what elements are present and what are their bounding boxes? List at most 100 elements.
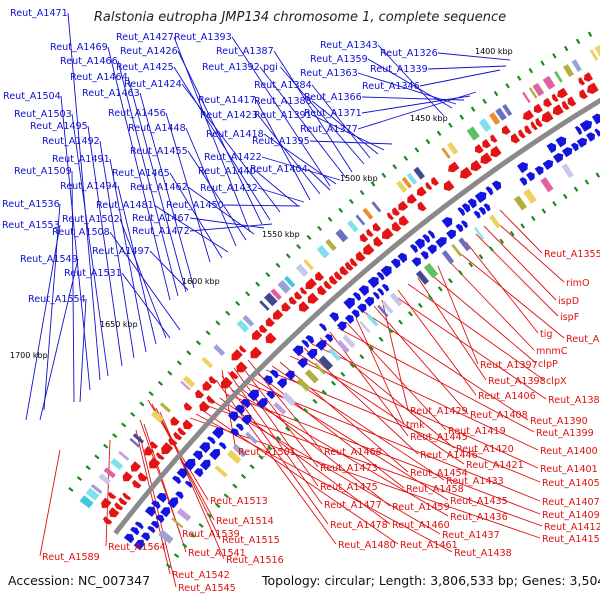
forward-gene-arrow (240, 398, 251, 409)
tick-mark (359, 190, 365, 196)
forward-gene-arrow (176, 468, 188, 479)
tick-mark (139, 401, 145, 407)
tick-mark (215, 503, 221, 509)
tick-mark (417, 302, 423, 309)
reverse-gene-arrow (431, 176, 439, 186)
tick-mark (267, 445, 273, 451)
forward-leader-line (437, 52, 511, 61)
reverse-gene-label: Reut_A1409 (542, 510, 600, 521)
reverse-gene-arrow (557, 87, 568, 99)
tick-mark (173, 553, 180, 559)
forward-gene-label: Reut_A1391 (254, 110, 312, 121)
reverse-leader-line (105, 439, 111, 547)
reverse-gene-label: clpP (538, 359, 558, 370)
annotation-block (423, 263, 439, 279)
forward-gene-arrow (184, 480, 193, 488)
reverse-gene-arrow (315, 271, 325, 281)
reverse-leader-line (437, 265, 479, 365)
annotation-block (270, 288, 282, 301)
reverse-gene-arrow (323, 280, 332, 290)
tick-mark (303, 407, 309, 414)
annotation-block (478, 118, 492, 133)
reverse-gene-label: Reut_A1564 (108, 542, 166, 553)
reverse-leader-line (319, 337, 455, 449)
forward-gene-arrow (234, 404, 245, 415)
forward-gene-arrow (227, 411, 239, 422)
annotation-block (159, 402, 171, 413)
reverse-gene-label: Reut_A1501 (238, 447, 296, 458)
reverse-gene-label: Reut_A1398 (488, 376, 546, 387)
annotation-block (377, 304, 389, 318)
forward-gene-arrow (546, 142, 556, 154)
reverse-gene-arrow (130, 461, 141, 472)
reverse-gene-label: Reut_A1454 (410, 468, 468, 479)
annotation-block (171, 517, 184, 529)
annotation-block (296, 377, 311, 392)
reverse-gene-arrow (344, 261, 354, 271)
tick-mark (436, 130, 442, 137)
forward-gene-arrow (183, 458, 196, 471)
forward-gene-label: Reut_A1388 (254, 96, 312, 107)
reverse-gene-arrow (317, 285, 327, 296)
annotation-block (342, 334, 356, 349)
reverse-gene-label: Reut_A1473 (320, 463, 378, 474)
forward-gene-arrow (269, 369, 279, 379)
forward-gene-label: Reut_A1491 (52, 154, 110, 165)
reverse-gene-arrow (144, 446, 154, 456)
forward-gene-arrow (455, 223, 464, 233)
tick-mark (296, 244, 302, 250)
forward-leader-line (60, 95, 91, 391)
forward-gene-arrow (594, 128, 600, 137)
tick-mark (348, 198, 354, 205)
forward-gene-arrow (381, 283, 390, 292)
forward-leader-line (71, 170, 75, 403)
forward-gene-arrow (397, 252, 408, 263)
tick-mark (392, 164, 398, 170)
forward-gene-label: Reut_A1339 (370, 64, 428, 75)
forward-gene-label: Reut_A1465 (112, 168, 170, 179)
reverse-gene-label: Reut_A1438 (454, 548, 512, 559)
forward-leader-line (357, 72, 457, 105)
reverse-gene-label: Reut_A1374 (566, 334, 600, 345)
annotation-block (214, 465, 228, 478)
tick-mark (437, 286, 443, 292)
reverse-gene-label: rimO (566, 278, 590, 289)
tick-mark (584, 179, 590, 185)
forward-gene-label: Reut_A1467 (132, 213, 190, 224)
forward-gene-arrow (485, 186, 494, 196)
forward-leader-line (181, 83, 281, 213)
tick-mark (552, 53, 557, 59)
annotation-block (513, 195, 527, 211)
annotation-block (540, 177, 554, 193)
forward-leader-line (357, 91, 477, 130)
annotation-block (441, 250, 455, 265)
annotation-block (277, 280, 291, 294)
forward-gene-arrow (517, 162, 528, 174)
forward-leader-line (107, 46, 171, 301)
tick-mark (338, 207, 344, 213)
forward-gene-arrow (193, 468, 204, 478)
reverse-gene-label: Reut_A1435 (450, 496, 508, 507)
tick-mark (505, 83, 510, 89)
forward-gene-arrow (315, 340, 327, 351)
reverse-gene-arrow (108, 507, 120, 518)
tick-mark (205, 330, 211, 336)
tick-mark (206, 513, 213, 518)
reverse-gene-arrow (155, 452, 165, 460)
reverse-leader-line (483, 225, 557, 301)
annotation-block (328, 348, 341, 362)
forward-leader-line (311, 114, 385, 151)
scale-label: 1400 kbp (475, 47, 513, 56)
reverse-gene-arrow (132, 479, 142, 489)
forward-gene-arrow (553, 153, 564, 164)
reverse-gene-label: Reut_A1389 (548, 395, 600, 406)
reverse-leader-line (475, 233, 559, 317)
tick-mark (562, 193, 568, 200)
scale-label: 1700 kbp (10, 351, 48, 360)
annotation-block (150, 410, 164, 423)
reverse-gene-arrow (407, 193, 417, 204)
reverse-gene-label: Reut_A1516 (226, 555, 284, 566)
reverse-gene-arrow (294, 291, 303, 300)
forward-gene-arrow (409, 244, 418, 253)
annotation-block (245, 431, 258, 444)
